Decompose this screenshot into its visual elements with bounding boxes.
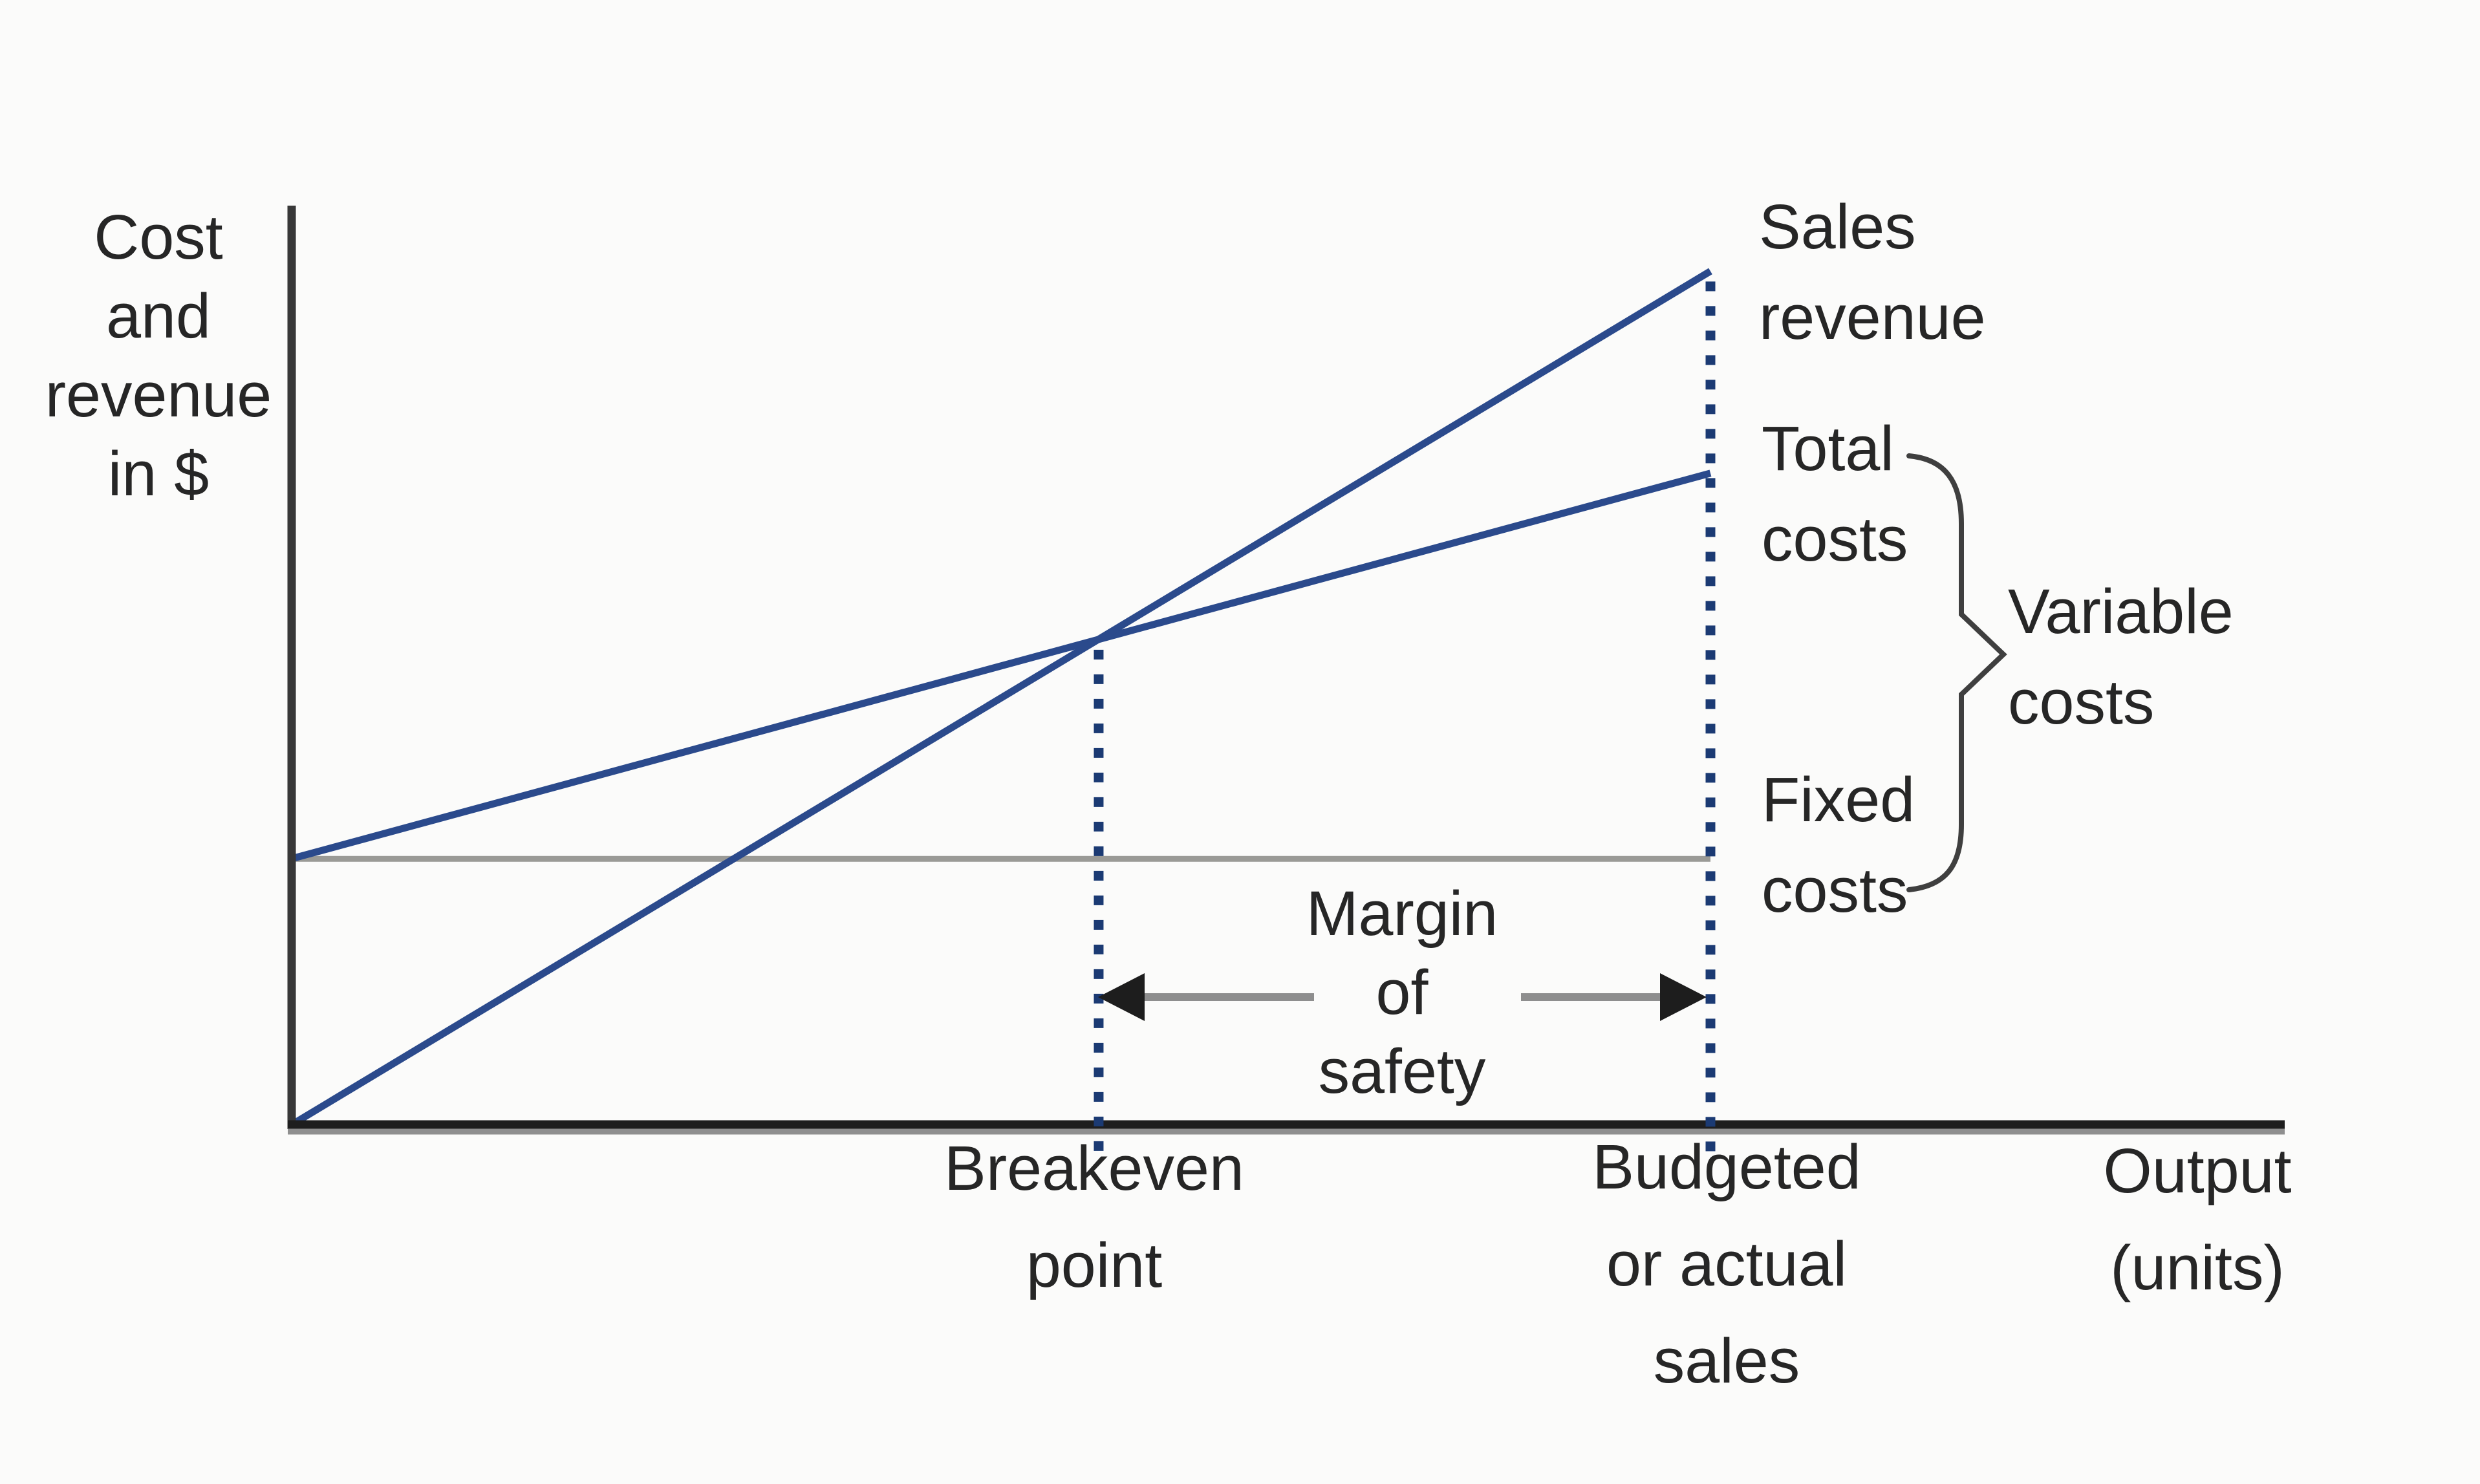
dotted-vlines-group (1094, 281, 1716, 1152)
total-costs-line (290, 469, 1712, 863)
breakeven-point-label: Breakeven point (944, 1133, 1244, 1300)
variable-costs-brace (1906, 453, 2007, 892)
margin-of-safety-arrow (1098, 973, 1707, 1021)
data-lines-group (289, 268, 1712, 1128)
margin-of-safety-label: Margin of safety (1306, 878, 1498, 1106)
variable-costs-label: Variable costs (2008, 576, 2234, 737)
sales-revenue-line (289, 268, 1712, 1128)
x-axis-label: Output (units) (2103, 1135, 2292, 1303)
sales-revenue-label: Sales revenue (1759, 191, 1986, 352)
budgeted-sales-label: Budgeted or actual sales (1592, 1132, 1861, 1396)
fixed-costs-label: Fixed costs (1762, 764, 1915, 925)
left-arrowhead-icon (1098, 973, 1145, 1021)
total-costs-label: Total costs (1762, 413, 1908, 574)
right-arrowhead-icon (1660, 973, 1707, 1021)
y-axis-label: Cost and revenue in $ (45, 202, 272, 509)
